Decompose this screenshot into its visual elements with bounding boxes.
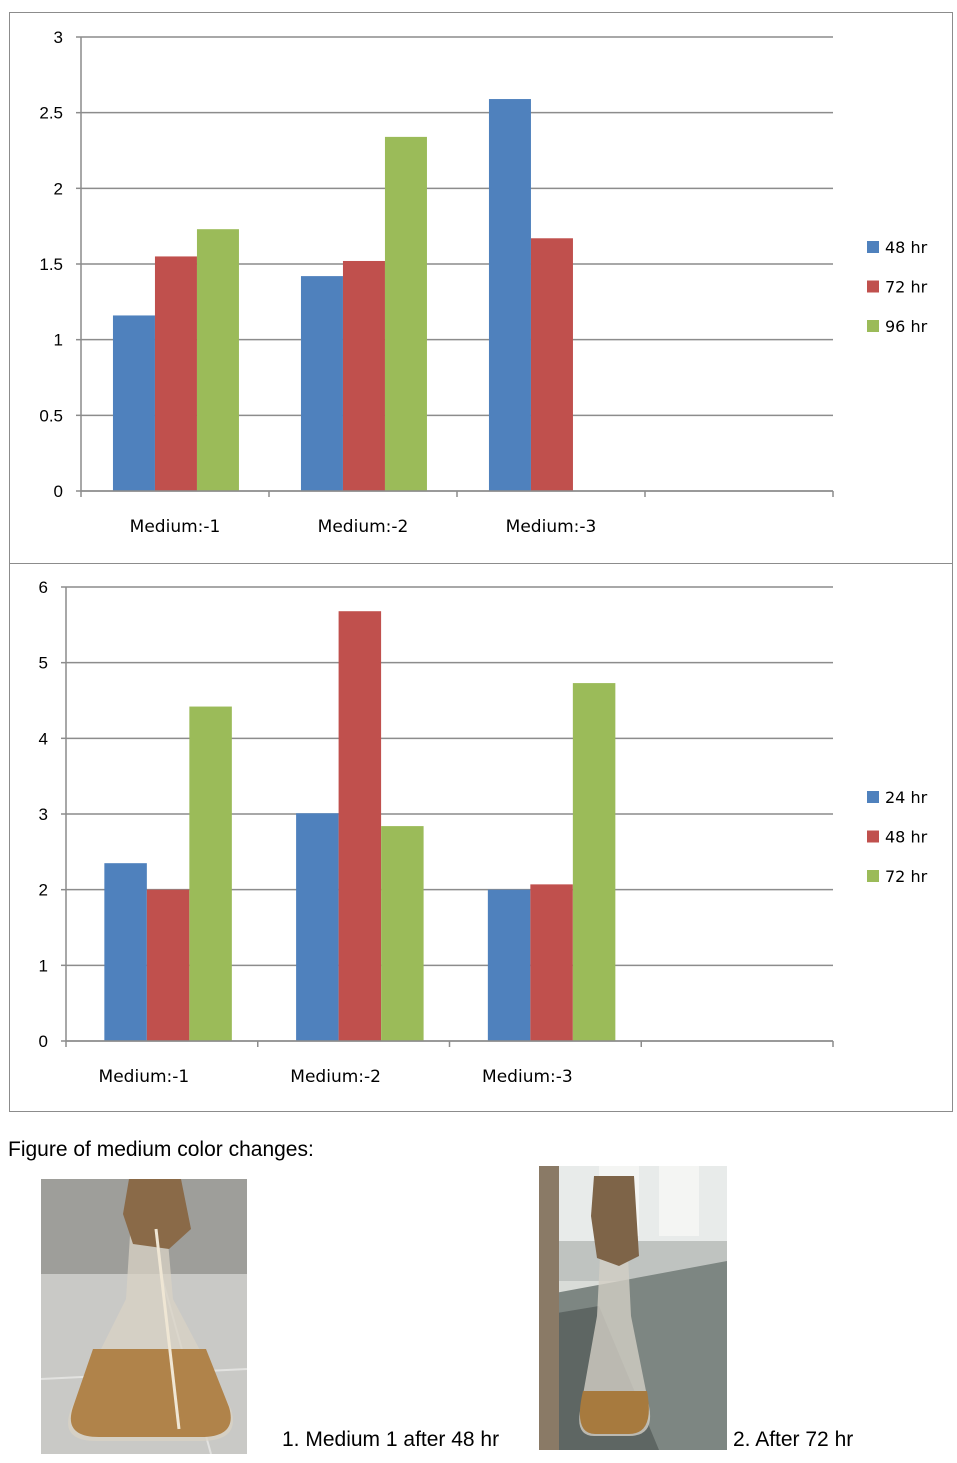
legend-swatch — [867, 791, 879, 803]
chart-1-frame: 0 0.5 1 1.5 2 2.5 3 Medium:-1 Medium:-2 Medium:-3… — [9, 12, 953, 563]
chart-1: 0 0.5 1 1.5 2 2.5 3 Medium:-1 Medium:-2 Medium:-3… — [39, 28, 928, 537]
y-tick-label: 1 — [39, 956, 48, 975]
bar-24-hr-1 — [104, 863, 147, 1041]
legend-label: 96 hr — [885, 317, 928, 336]
legend-label: 72 hr — [885, 867, 928, 886]
bar-48-hr-2 — [338, 611, 382, 1041]
legend-swatch — [867, 280, 879, 293]
y-tick-label: 3 — [54, 28, 63, 47]
y-tick-label: 1 — [54, 331, 63, 350]
bar-72-hr-3 — [572, 683, 616, 1041]
bar-96-hr-1 — [196, 229, 239, 491]
x-category-label: Medium:-2 — [290, 1067, 381, 1087]
legend-label: 48 hr — [885, 828, 928, 847]
legend-label: 72 hr — [885, 278, 928, 297]
x-category-label: Medium:-3 — [482, 1067, 573, 1087]
bar-48-hr-3 — [488, 99, 531, 492]
legend-swatch — [867, 830, 879, 843]
legend-swatch — [867, 241, 879, 253]
x-category-label: Medium:-1 — [130, 517, 221, 537]
bar-48-hr-1 — [146, 889, 190, 1041]
bar-24-hr-3 — [487, 889, 531, 1041]
legend-swatch — [867, 320, 879, 332]
y-tick-label: 6 — [39, 578, 48, 597]
x-category-label: Medium:-3 — [506, 517, 597, 537]
y-tick-label: 0 — [54, 482, 63, 501]
flask-photo-medium-1 — [41, 1179, 247, 1454]
legend-label: 48 hr — [885, 238, 928, 257]
bar-72-hr-2 — [381, 826, 424, 1041]
bar-72-hr-2 — [342, 260, 385, 491]
x-category-label: Medium:-1 — [99, 1067, 190, 1087]
bar-72-hr-1 — [154, 256, 197, 491]
legend-label: 24 hr — [885, 788, 928, 807]
bar-72-hr-1 — [189, 706, 232, 1041]
y-tick-label: 1.5 — [39, 255, 63, 274]
y-tick-label: 2 — [39, 881, 48, 900]
x-category-label: Medium:-2 — [318, 517, 409, 537]
y-tick-label: 5 — [39, 654, 48, 673]
legend-swatch — [867, 870, 879, 882]
bar-48-hr-2 — [300, 276, 343, 491]
bar-72-hr-3 — [530, 238, 573, 491]
y-tick-label: 0 — [39, 1032, 48, 1051]
bar-48-hr-1 — [112, 315, 155, 491]
bar-48-hr-3 — [530, 884, 573, 1041]
bar-24-hr-2 — [296, 813, 339, 1041]
chart-2: 0 1 2 3 4 5 6 Medium:-1 Medium:-2 Medium:-3 24 hr 4… — [39, 578, 928, 1087]
chart-2-frame: 0 1 2 3 4 5 6 Medium:-1 Medium:-2 Medium:-3 24 hr 4… — [9, 563, 953, 1112]
photo-caption-1: 1. Medium 1 after 48 hr — [282, 1428, 500, 1451]
flask-photo-after-72hr — [539, 1166, 727, 1450]
figure-title: Figure of medium color changes: — [8, 1138, 314, 1161]
y-tick-label: 2.5 — [39, 104, 63, 123]
photo-caption-2: 2. After 72 hr — [733, 1428, 854, 1451]
y-tick-label: 4 — [39, 729, 48, 748]
bar-96-hr-2 — [384, 136, 427, 491]
y-tick-label: 3 — [39, 805, 48, 824]
y-tick-label: 0.5 — [39, 406, 63, 425]
y-tick-label: 2 — [54, 179, 63, 198]
